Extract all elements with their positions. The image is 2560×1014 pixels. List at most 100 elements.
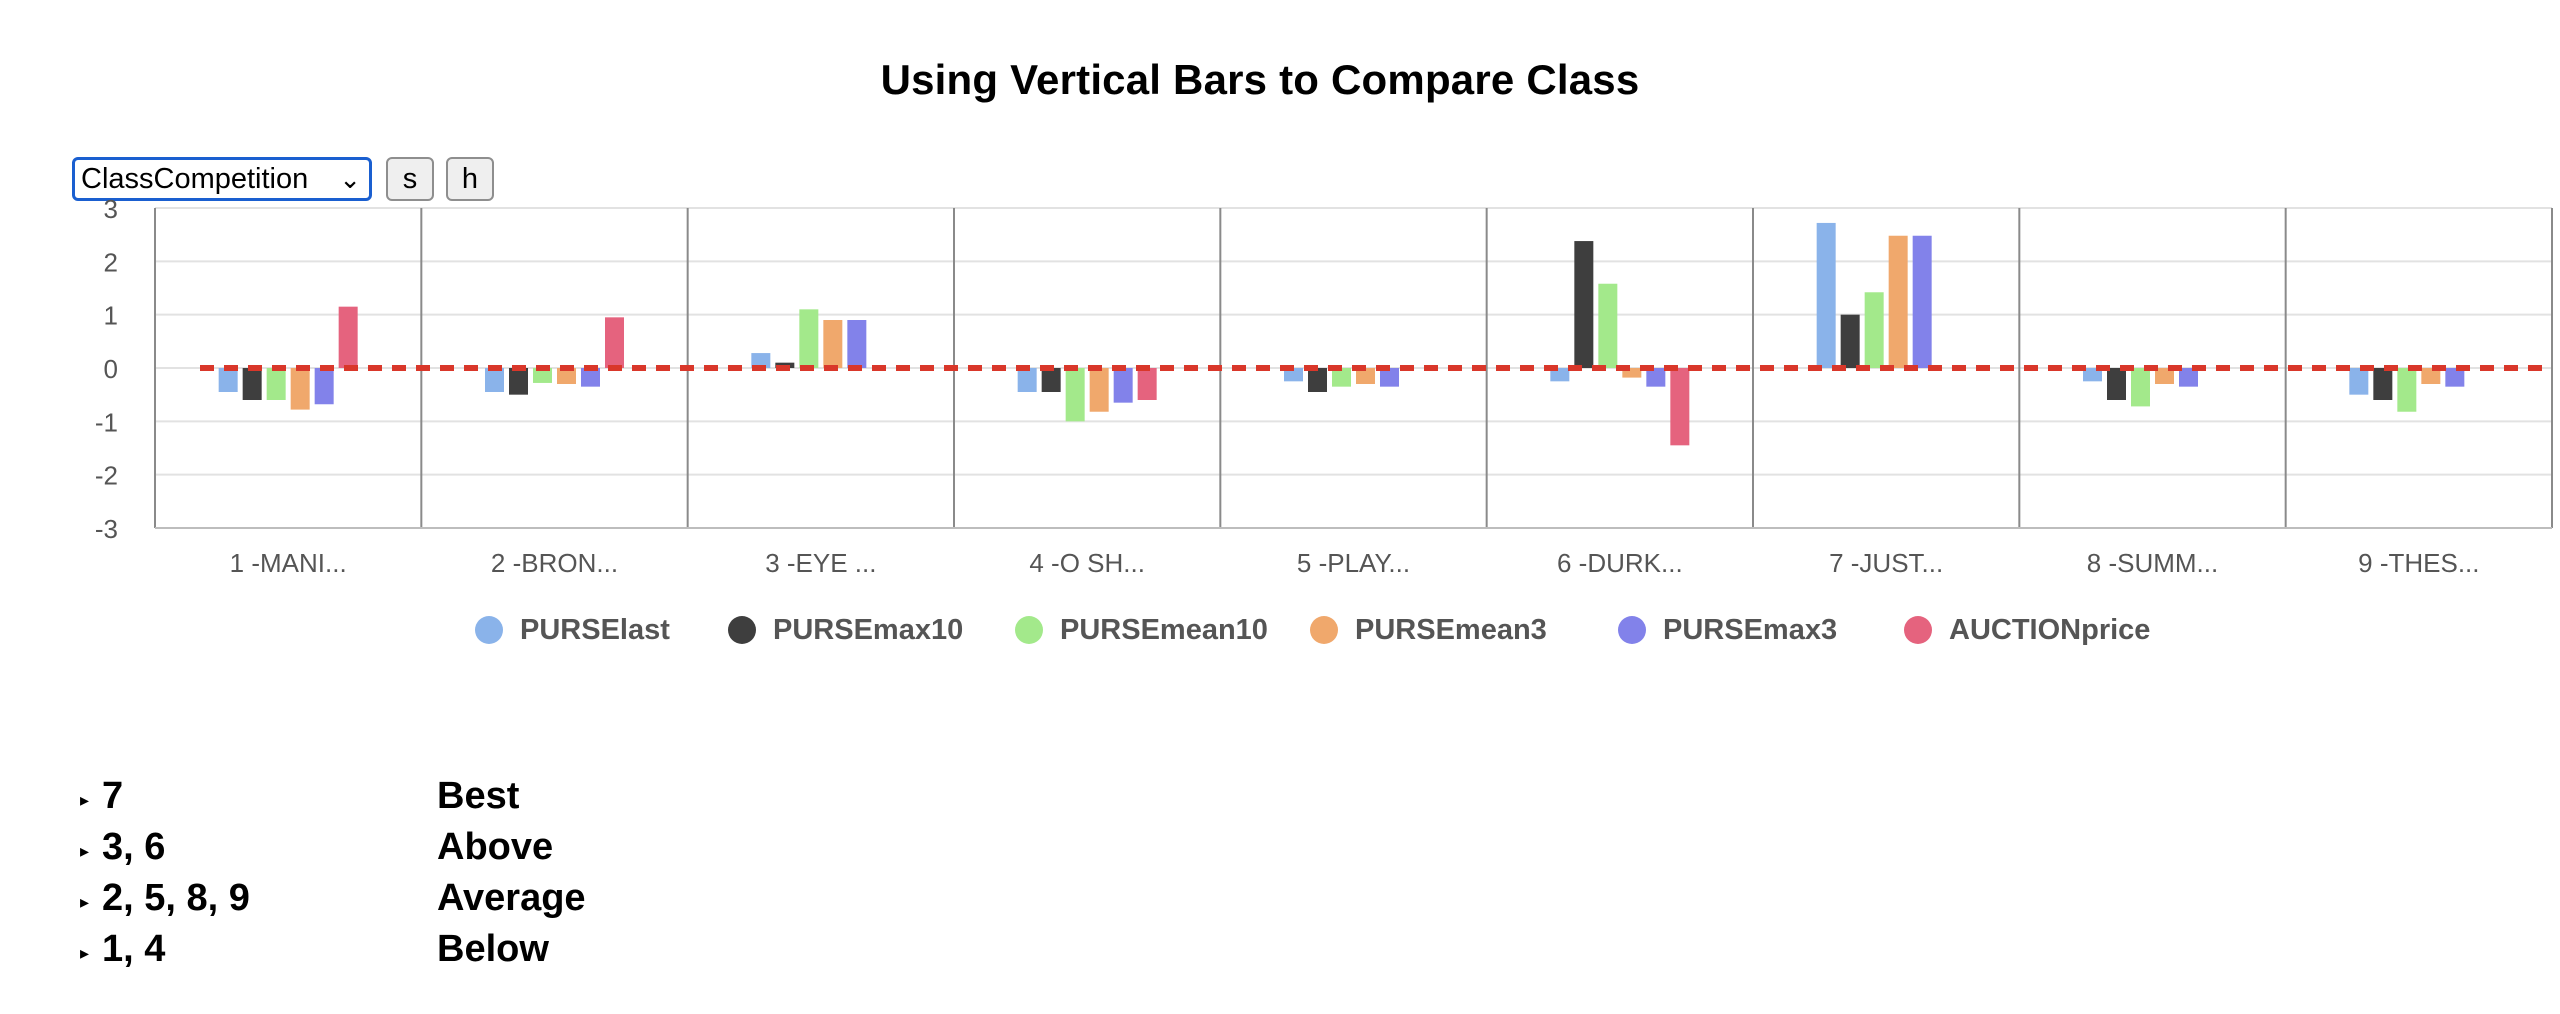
legend-item-pursemax3[interactable]: PURSEmax3 <box>1618 610 1837 650</box>
bar-pursemean3-2 <box>557 368 576 384</box>
bar-pursemax3-6 <box>1646 368 1666 387</box>
x-tick-label: 3 -EYE ... <box>765 548 876 578</box>
bar-pursemean3-4 <box>1089 368 1109 412</box>
bar-pursemax3-8 <box>2179 368 2198 387</box>
bar-auctionprice-6 <box>1670 368 1690 446</box>
chart-bars <box>218 222 2465 446</box>
x-tick-label: 8 -SUMM... <box>2087 548 2218 578</box>
bar-purselast-7 <box>1816 222 1836 368</box>
summary-rating: Best <box>437 775 520 817</box>
disclosure-triangle-icon[interactable]: ▸ <box>80 790 90 810</box>
class-select-dropdown[interactable]: ClassCompetition ⌄ <box>72 157 372 201</box>
bar-purselast-5 <box>1284 368 1303 382</box>
bar-pursemean3-6 <box>1622 368 1642 378</box>
bar-pursemean3-8 <box>2155 368 2174 384</box>
bar-pursemean10-1 <box>266 368 286 400</box>
legend-label: AUCTIONprice <box>1949 613 2151 646</box>
legend-item-purselast[interactable]: PURSElast <box>475 610 670 650</box>
disclosure-triangle-icon[interactable]: ▸ <box>80 943 90 963</box>
summary-classes: 7 <box>102 775 124 817</box>
chevron-down-icon: ⌄ <box>339 164 361 194</box>
bar-chart: 3 2 1 0 -1 -2 -3 1 -MANI... 2 -BRON... 3 -EYE ..… <box>95 194 2553 578</box>
legend-swatch <box>1904 616 1932 644</box>
bar-pursemax3-1 <box>314 368 334 405</box>
bar-purselast-1 <box>218 368 238 392</box>
x-tick-label: 2 -BRON... <box>491 548 618 578</box>
legend-item-pursemean3[interactable]: PURSEmean3 <box>1310 610 1547 650</box>
summary-classes: 3, 6 <box>102 826 166 868</box>
summary-row[interactable]: ▸ 7 Best <box>80 775 780 826</box>
bar-purselast-3 <box>751 353 771 368</box>
bar-pursemax10-4 <box>1041 368 1061 392</box>
bar-pursemean10-9 <box>2397 368 2417 412</box>
summary-rating: Above <box>437 826 554 868</box>
bar-pursemax3-3 <box>847 320 867 368</box>
x-tick-label: 7 -JUST... <box>1829 548 1943 578</box>
bar-purselast-9 <box>2349 368 2369 395</box>
bar-pursemean10-3 <box>799 309 819 368</box>
y-tick-label: 0 <box>104 354 118 384</box>
bar-pursemax10-2 <box>509 368 528 395</box>
y-tick-label: 2 <box>104 247 118 277</box>
legend-swatch <box>1618 616 1646 644</box>
legend-swatch <box>475 616 503 644</box>
s-button[interactable]: s <box>386 157 434 201</box>
legend-item-auctionprice[interactable]: AUCTIONprice <box>1904 610 2150 650</box>
bar-pursemax10-7 <box>1840 314 1860 368</box>
bar-pursemax10-6 <box>1574 241 1594 368</box>
summary-classes: 2, 5, 8, 9 <box>102 877 250 919</box>
x-tick-label: 6 -DURK... <box>1557 548 1683 578</box>
summary-rating: Below <box>437 928 549 970</box>
bar-pursemax3-7 <box>1912 235 1932 368</box>
summary-row[interactable]: ▸ 1, 4 Below <box>80 928 780 979</box>
bar-pursemax3-5 <box>1380 368 1399 387</box>
x-tick-label: 4 -O SH... <box>1029 548 1145 578</box>
bar-pursemean10-2 <box>533 368 552 383</box>
legend-label: PURSEmean10 <box>1060 613 1268 646</box>
bar-purselast-2 <box>485 368 504 392</box>
summary-row[interactable]: ▸ 2, 5, 8, 9 Average <box>80 877 780 928</box>
legend-swatch <box>728 616 756 644</box>
legend-item-pursemax10[interactable]: PURSEmax10 <box>728 610 963 650</box>
bar-purselast-8 <box>2083 368 2102 382</box>
legend-swatch <box>1310 616 1338 644</box>
legend-label: PURSEmax10 <box>773 613 964 646</box>
chart-grid <box>154 207 2553 529</box>
summary-rating: Average <box>437 877 586 919</box>
bar-pursemean3-7 <box>1888 235 1908 368</box>
bar-pursemean3-5 <box>1356 368 1375 384</box>
bar-purselast-6 <box>1550 368 1570 382</box>
disclosure-triangle-icon[interactable]: ▸ <box>80 892 90 912</box>
bar-auctionprice-2 <box>605 317 624 368</box>
x-tick-label: 9 -THES... <box>2358 548 2479 578</box>
bar-auctionprice-1 <box>338 306 358 368</box>
y-tick-label: -1 <box>95 407 118 437</box>
bar-pursemean3-1 <box>290 368 310 410</box>
bar-purselast-4 <box>1017 368 1037 392</box>
summary-classes: 1, 4 <box>102 928 166 970</box>
bar-pursemean10-7 <box>1864 292 1884 368</box>
class-summary-list: ▸ 7 Best ▸ 3, 6 Above ▸ 2, 5, 8, 9 Average ▸ 1, 4 B… <box>80 775 780 979</box>
disclosure-triangle-icon[interactable]: ▸ <box>80 841 90 861</box>
y-tick-label: 3 <box>104 194 118 224</box>
legend-swatch <box>1015 616 1043 644</box>
y-axis-ticks: 3 2 1 0 -1 -2 -3 <box>95 194 118 544</box>
summary-row[interactable]: ▸ 3, 6 Above <box>80 826 780 877</box>
bar-pursemax3-9 <box>2445 368 2465 387</box>
bar-pursemean10-6 <box>1598 283 1618 368</box>
bar-pursemean10-5 <box>1332 368 1351 387</box>
chart-legend: PURSElast PURSEmax10 PURSEmean10 PURSEmean3… <box>0 610 2560 650</box>
bar-pursemean3-3 <box>823 320 843 368</box>
y-tick-label: -3 <box>95 514 118 544</box>
legend-label: PURSEmax3 <box>1663 613 1838 646</box>
legend-item-pursemean10[interactable]: PURSEmean10 <box>1015 610 1268 650</box>
y-tick-label: 1 <box>104 301 118 331</box>
bar-pursemax10-8 <box>2107 368 2126 400</box>
bar-pursemax10-5 <box>1308 368 1327 392</box>
bar-pursemax10-9 <box>2373 368 2393 400</box>
bar-pursemean10-4 <box>1065 368 1085 422</box>
x-tick-label: 5 -PLAY... <box>1297 548 1410 578</box>
h-button[interactable]: h <box>446 157 494 201</box>
bar-pursemean10-8 <box>2131 368 2150 407</box>
bar-pursemean3-9 <box>2421 368 2441 384</box>
